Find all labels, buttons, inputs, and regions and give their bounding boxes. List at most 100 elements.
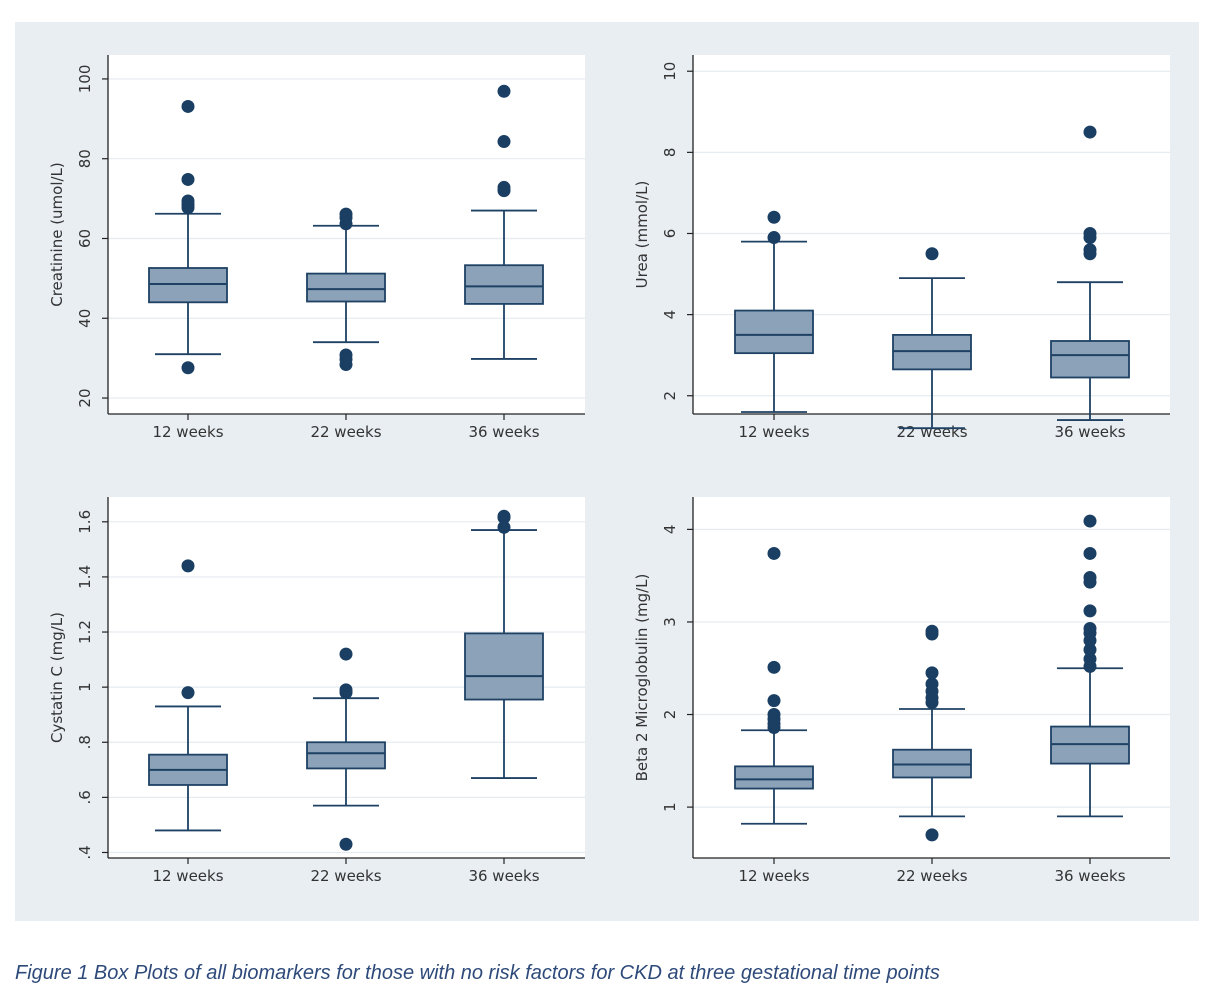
outlier-point xyxy=(925,247,939,261)
y-axis-label: Beta 2 Microglobulin (mg/L) xyxy=(633,574,651,782)
iqr-box xyxy=(306,272,386,303)
outlier-point xyxy=(181,194,195,208)
y-axis-label: Creatinine (umol/L) xyxy=(48,162,66,307)
y-tick-label: 1.2 xyxy=(76,620,94,644)
outlier-point xyxy=(1083,226,1097,240)
outlier-point xyxy=(497,520,511,534)
outlier-point xyxy=(767,231,781,245)
y-tick-label: 10 xyxy=(661,62,679,81)
y-tick-label: 80 xyxy=(76,149,94,168)
y-tick-label: 2 xyxy=(661,710,679,720)
outlier-point xyxy=(497,509,511,523)
y-tick-label: 4 xyxy=(661,525,679,535)
outlier-point xyxy=(339,683,353,697)
y-tick-label: .6 xyxy=(76,790,94,804)
outlier-point xyxy=(1083,604,1097,618)
outlier-point xyxy=(767,546,781,560)
outlier-point xyxy=(181,172,195,186)
x-tick-label: 36 weeks xyxy=(1054,867,1125,885)
box-12-weeks xyxy=(734,210,814,413)
y-tick-label: .4 xyxy=(76,845,94,859)
outlier-point xyxy=(925,666,939,680)
outlier-point xyxy=(339,647,353,661)
iqr-box xyxy=(464,632,544,701)
outlier-point xyxy=(1083,514,1097,528)
box-22-weeks xyxy=(306,647,386,851)
box-36-weeks xyxy=(1050,514,1130,818)
box-36-weeks xyxy=(1050,125,1130,421)
y-tick-label: 1 xyxy=(661,802,679,812)
outlier-point xyxy=(181,686,195,700)
outlier-point xyxy=(925,624,939,638)
outlier-point xyxy=(1083,652,1097,666)
box-22-weeks xyxy=(892,247,972,430)
chart-panel-3: .4 .6 .8 1 1.2 1.4 1.6 Cystatin C (mg/L) 12 week… xyxy=(48,497,585,885)
outlier-point xyxy=(497,84,511,98)
x-tick-label: 12 weeks xyxy=(738,423,809,441)
iqr-box xyxy=(892,333,972,371)
x-tick-label: 22 weeks xyxy=(310,423,381,441)
y-tick-label: 4 xyxy=(661,310,679,320)
y-tick-label: 8 xyxy=(661,148,679,158)
box-36-weeks xyxy=(464,509,544,779)
box-36-weeks xyxy=(464,84,544,360)
iqr-box xyxy=(306,741,386,770)
y-tick-label: 3 xyxy=(661,617,679,627)
x-tick-label: 22 weeks xyxy=(310,867,381,885)
outlier-point xyxy=(181,559,195,573)
outlier-point xyxy=(767,660,781,674)
iqr-box xyxy=(734,765,814,790)
outlier-point xyxy=(497,135,511,149)
outlier-point xyxy=(181,99,195,113)
outlier-point xyxy=(339,348,353,362)
iqr-box xyxy=(148,267,228,304)
outlier-point xyxy=(1083,546,1097,560)
chart-panel-1: 20 40 60 80 100 Creatinine (umol/L) 12 weeks 22… xyxy=(48,55,585,441)
y-tick-label: 1.6 xyxy=(76,510,94,534)
outlier-point xyxy=(1083,243,1097,257)
outlier-point xyxy=(1083,571,1097,585)
iqr-box xyxy=(1050,340,1130,379)
outlier-point xyxy=(925,677,939,691)
box-12-weeks xyxy=(148,559,228,832)
box-22-weeks xyxy=(306,207,386,372)
iqr-box xyxy=(734,309,814,355)
y-axis-label: Cystatin C (mg/L) xyxy=(48,612,66,743)
box-12-weeks xyxy=(148,99,228,375)
y-tick-label: 20 xyxy=(76,388,94,407)
y-axis-label: Urea (mmol/L) xyxy=(633,181,651,289)
outlier-point xyxy=(1083,621,1097,635)
x-tick-label: 36 weeks xyxy=(1054,423,1125,441)
figure-caption: Figure 1 Box Plots of all biomarkers for… xyxy=(15,962,940,984)
y-tick-label: .8 xyxy=(76,735,94,749)
x-tick-label: 12 weeks xyxy=(152,423,223,441)
y-tick-label: 100 xyxy=(76,65,94,94)
iqr-box xyxy=(464,264,544,305)
outlier-point xyxy=(1083,125,1097,139)
x-tick-label: 22 weeks xyxy=(896,867,967,885)
outlier-point xyxy=(767,708,781,722)
x-tick-label: 12 weeks xyxy=(738,867,809,885)
box-22-weeks xyxy=(892,624,972,842)
y-tick-label: 40 xyxy=(76,309,94,328)
outlier-point xyxy=(925,828,939,842)
y-tick-label: 1.4 xyxy=(76,565,94,589)
outlier-point xyxy=(1083,643,1097,657)
y-tick-label: 2 xyxy=(661,391,679,401)
y-tick-label: 60 xyxy=(76,229,94,248)
outlier-point xyxy=(181,361,195,375)
box-12-weeks xyxy=(734,546,814,825)
outlier-point xyxy=(339,837,353,851)
y-tick-label: 6 xyxy=(661,229,679,239)
outlier-point xyxy=(497,180,511,194)
y-tick-label: 1 xyxy=(76,682,94,692)
outlier-point xyxy=(767,694,781,708)
x-tick-label: 36 weeks xyxy=(468,867,539,885)
x-tick-label: 12 weeks xyxy=(152,867,223,885)
outlier-point xyxy=(767,210,781,224)
x-tick-label: 36 weeks xyxy=(468,423,539,441)
outlier-point xyxy=(339,207,353,221)
chart-panel-4: 1 2 3 4 Beta 2 Microglobulin (mg/L) 12 weeks 2… xyxy=(633,497,1170,885)
